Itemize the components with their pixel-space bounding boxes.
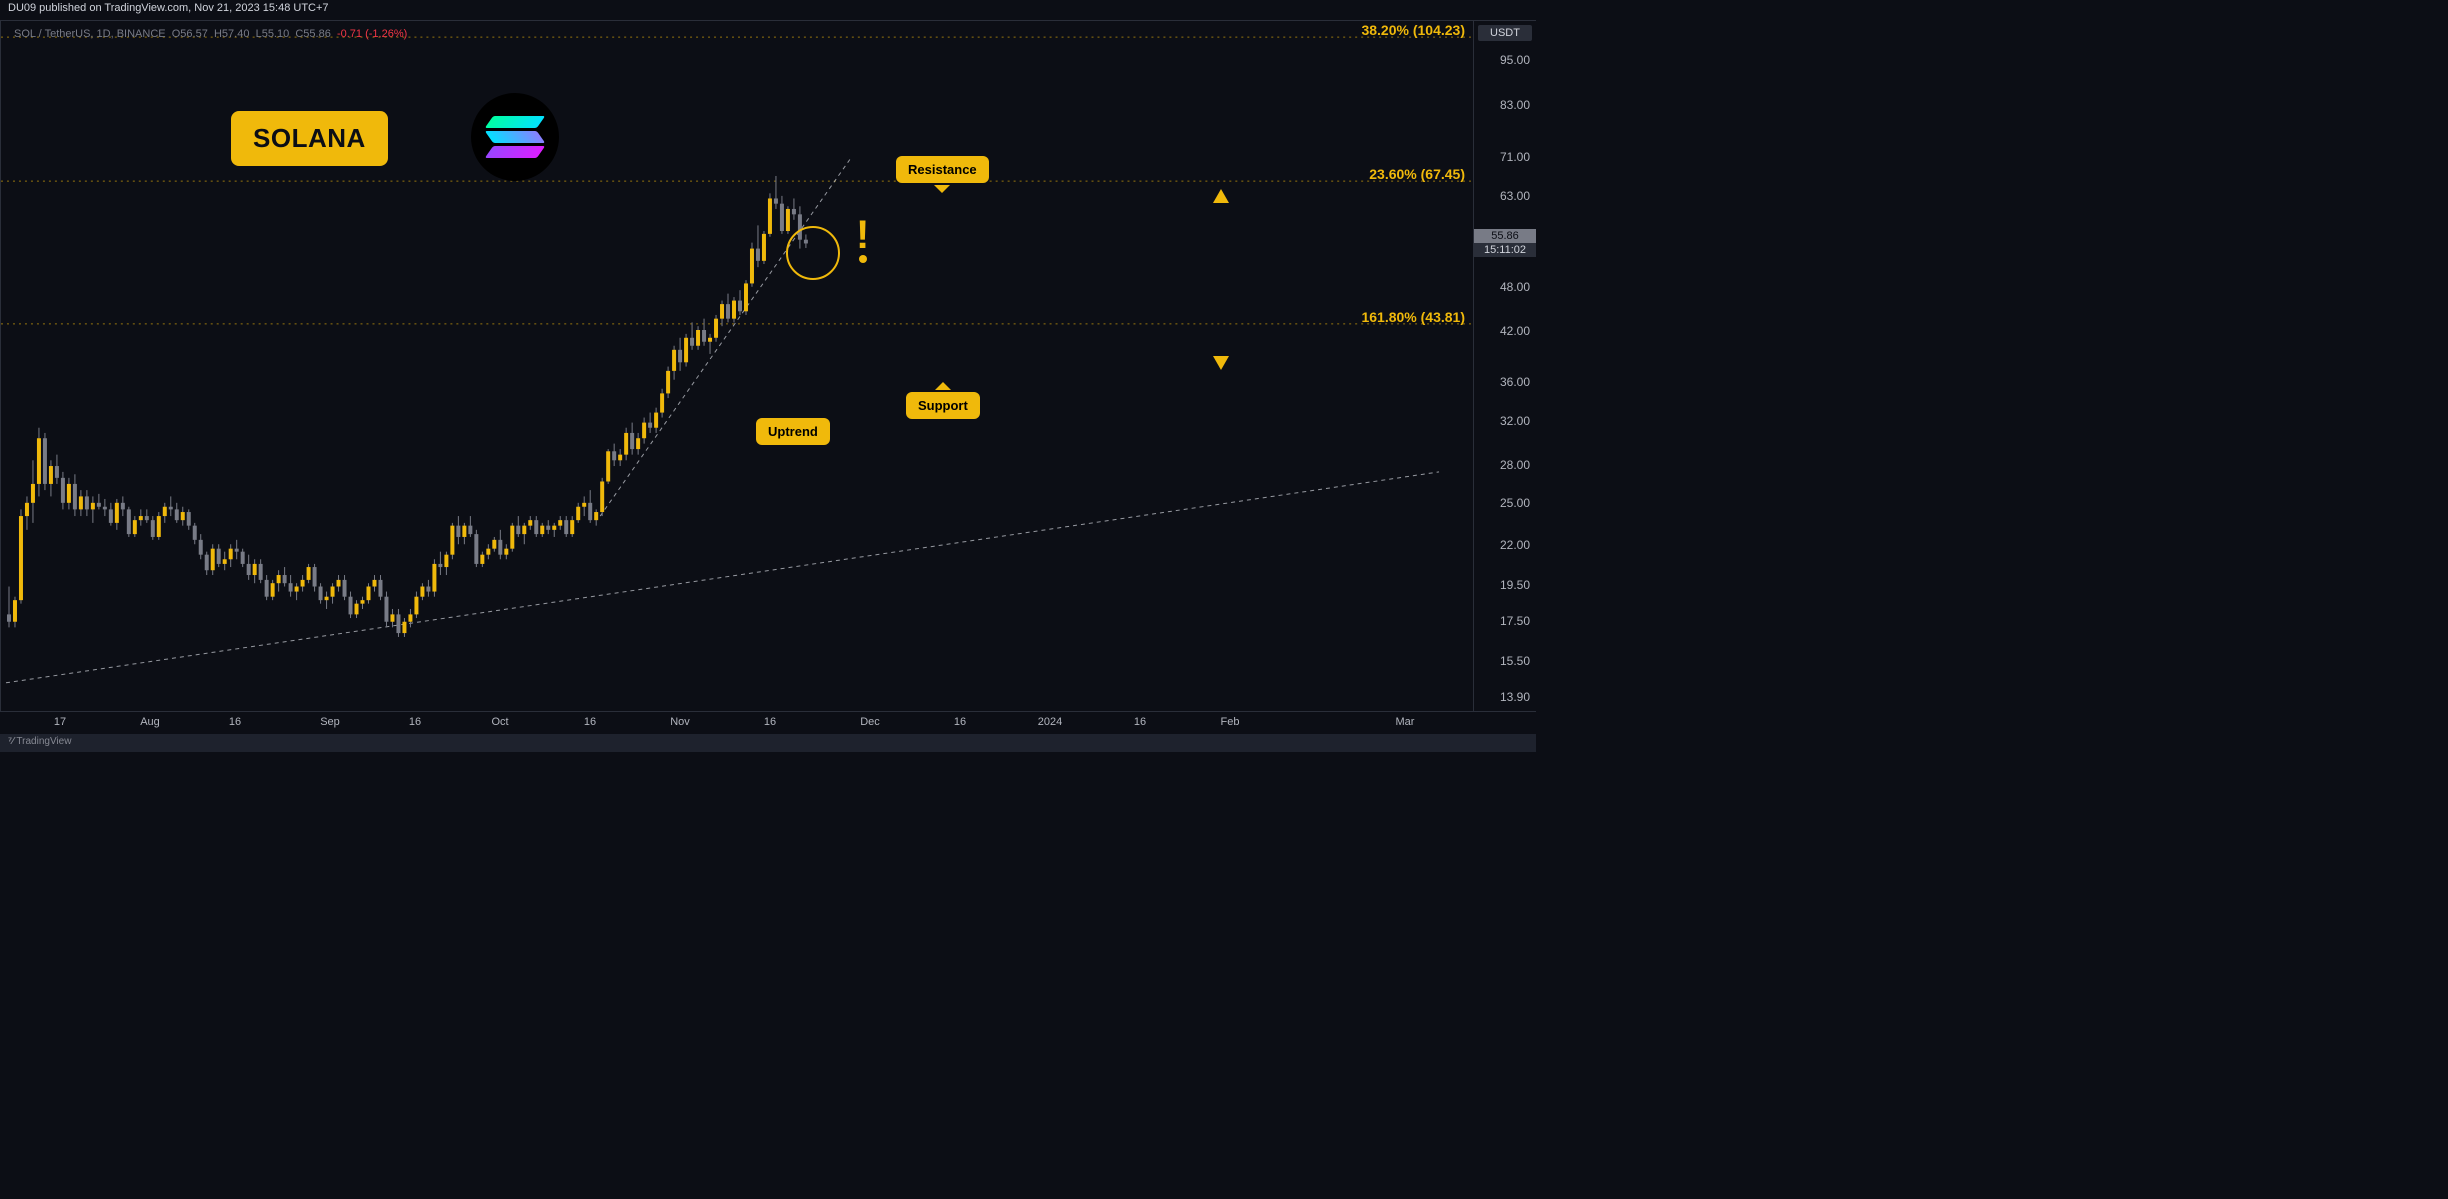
y-tick: 28.00 [1500,458,1530,472]
x-tick: 16 [409,716,421,728]
publish-header: DU09 published on TradingView.com, Nov 2… [0,0,1536,18]
y-tick: 17.50 [1500,614,1530,628]
quote-badge: USDT [1478,25,1532,41]
x-tick: Oct [491,716,508,728]
fib-label: 161.80% (43.81) [1361,309,1465,325]
y-tick: 25.00 [1500,496,1530,510]
y-tick: 95.00 [1500,53,1530,67]
up-arrow-icon [1213,189,1229,203]
token-badge: SOLANA [231,111,388,166]
y-tick: 15.50 [1500,654,1530,668]
x-tick: Aug [140,716,160,728]
y-tick: 71.00 [1500,150,1530,164]
fib-label: 38.20% (104.23) [1361,22,1465,38]
price-axis[interactable]: USDT 95.00 83.00 71.00 63.00 55.86 48.00 42.00… [1474,20,1536,712]
exclamation-icon: ! [856,221,869,263]
y-tick: 22.00 [1500,538,1530,552]
ohlc-info: SOL / TetherUS, 1D, BINANCE O56.57 H57.4… [14,28,407,40]
solana-logo-icon [471,93,559,181]
y-tick: 48.00 [1500,280,1530,294]
pair-name: SOL / TetherUS, 1D, BINANCE [14,28,166,40]
chart-svg [1,21,1473,711]
time-axis[interactable]: 17 Aug 16 Sep 16 Oct 16 Nov 16 Dec 16 2024 16 Feb Mar [0,712,1474,734]
x-tick: 16 [954,716,966,728]
support-callout: Support [906,392,980,419]
y-tick: 42.00 [1500,324,1530,338]
x-tick: Feb [1221,716,1240,728]
down-arrow-icon [1213,356,1229,370]
price-badge: 55.86 [1474,229,1536,243]
chart-area[interactable]: SOLANA Resistance Support Uptrend ! 38.2… [0,20,1474,712]
x-tick: 2024 [1038,716,1062,728]
y-tick: 36.00 [1500,375,1530,389]
x-tick: Sep [320,716,340,728]
x-tick: Mar [1396,716,1415,728]
y-tick: 13.90 [1500,690,1530,704]
x-tick: Nov [670,716,690,728]
y-tick: 19.50 [1500,578,1530,592]
resistance-callout: Resistance [896,156,989,183]
countdown-badge: 15:11:02 [1474,243,1536,257]
y-tick: 83.00 [1500,98,1530,112]
x-tick: Dec [860,716,880,728]
x-tick: 16 [764,716,776,728]
x-tick: 16 [584,716,596,728]
x-tick: 16 [229,716,241,728]
highlight-circle-icon [786,226,840,280]
uptrend-callout: Uptrend [756,418,830,445]
x-tick: 17 [54,716,66,728]
y-tick: 63.00 [1500,189,1530,203]
y-tick: 32.00 [1500,414,1530,428]
footer: ⁷⁄ TradingView [0,734,1536,752]
x-tick: 16 [1134,716,1146,728]
fib-label: 23.60% (67.45) [1369,166,1465,182]
